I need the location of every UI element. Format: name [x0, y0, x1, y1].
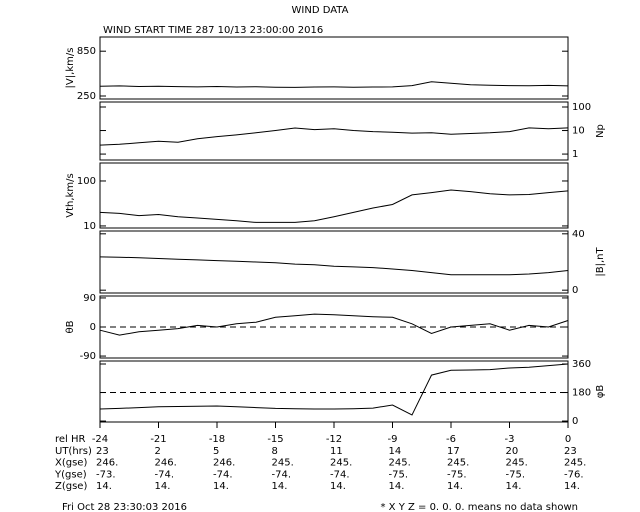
- table-cell: 245.: [330, 458, 352, 469]
- table-cell: 245.: [389, 458, 411, 469]
- table-cell: 14.: [506, 481, 522, 492]
- data-line: [99, 363, 569, 416]
- y-tick-label: 360: [572, 359, 591, 370]
- table-cell: 14.: [389, 481, 405, 492]
- panel-frame: [99, 360, 569, 423]
- y-tick-label: 180: [572, 388, 591, 399]
- table-cell: 246.: [155, 458, 177, 469]
- table-cell: -75.: [389, 469, 409, 480]
- table-cell: 17: [447, 446, 460, 457]
- y-tick-label: 1: [572, 149, 578, 160]
- table-cell: 5: [213, 446, 219, 457]
- table-cell: 11: [330, 446, 343, 457]
- y-tick-label: 10: [83, 221, 96, 232]
- x-tick-label: -9: [388, 434, 398, 445]
- panel-frame: [99, 162, 569, 229]
- y-tick-label: 100: [77, 176, 96, 187]
- table-cell: 245.: [447, 458, 469, 469]
- x-label: rel HR: [55, 434, 86, 445]
- row-label: UT(hrs): [55, 446, 92, 457]
- data-line: [99, 81, 569, 88]
- table-cell: 14.: [155, 481, 171, 492]
- table-cell: 14.: [564, 481, 580, 492]
- y-axis-label: Vth,km/s: [65, 173, 76, 217]
- table-cell: 14.: [447, 481, 463, 492]
- table-cell: 23: [96, 446, 109, 457]
- y-tick-label: 0: [90, 322, 96, 333]
- table-cell: -73.: [96, 469, 116, 480]
- panel-frame: [99, 230, 569, 294]
- table-cell: -74.: [272, 469, 292, 480]
- x-tick-label: -12: [326, 434, 342, 445]
- y-tick-label: 40: [572, 229, 585, 240]
- y-axis-label: |B|,nT: [595, 247, 606, 277]
- data-line: [99, 189, 569, 223]
- footer-left: Fri Oct 28 23:30:03 2016: [62, 502, 187, 512]
- table-cell: 246.: [96, 458, 118, 469]
- y-tick-label: 850: [77, 46, 96, 57]
- x-tick-label: -6: [446, 434, 456, 445]
- data-line: [99, 127, 569, 146]
- table-cell: -75.: [447, 469, 467, 480]
- table-cell: 23: [564, 446, 577, 457]
- y-tick-label: 250: [77, 91, 96, 102]
- data-line: [99, 313, 569, 336]
- table-cell: 20: [506, 446, 519, 457]
- y-tick-label: -90: [80, 351, 96, 362]
- table-cell: 14: [389, 446, 402, 457]
- y-axis-label: φB: [595, 385, 606, 399]
- table-cell: 8: [272, 446, 278, 457]
- y-tick-label: 0: [572, 285, 578, 296]
- row-label: X(gse): [55, 458, 87, 469]
- y-axis-label: θB: [65, 320, 76, 333]
- x-tick-label: -15: [267, 434, 283, 445]
- x-tick-label: -18: [209, 434, 225, 445]
- panel-frame: [99, 101, 569, 161]
- table-cell: 245.: [506, 458, 528, 469]
- table-cell: 245.: [564, 458, 586, 469]
- table-cell: -74.: [213, 469, 233, 480]
- y-tick-label: 100: [572, 102, 591, 113]
- row-label: Z(gse): [55, 481, 87, 492]
- panel-frame: [99, 36, 569, 100]
- y-tick-label: 10: [572, 126, 585, 137]
- data-line: [99, 256, 569, 276]
- title: WIND DATA: [292, 5, 349, 16]
- x-tick-label: -21: [150, 434, 166, 445]
- table-cell: 14.: [213, 481, 229, 492]
- y-tick-label: 90: [83, 293, 96, 304]
- x-tick-label: -24: [92, 434, 108, 445]
- table-cell: -76.: [564, 469, 584, 480]
- y-axis-label: Np: [595, 124, 606, 138]
- row-label: Y(gse): [54, 469, 87, 480]
- footer-right: * X Y Z = 0. 0. 0. means no data shown: [380, 502, 578, 512]
- x-tick-label: 0: [565, 434, 571, 445]
- table-cell: 14.: [96, 481, 112, 492]
- table-cell: -74.: [155, 469, 175, 480]
- table-cell: -75.: [506, 469, 526, 480]
- subtitle: WIND START TIME 287 10/13 23:00:00 2016: [103, 25, 323, 36]
- x-tick-label: -3: [505, 434, 515, 445]
- y-tick-label: 0: [572, 416, 578, 427]
- y-axis-label: |V|,km/s: [65, 48, 76, 89]
- table-cell: 14.: [330, 481, 346, 492]
- table-cell: -74.: [330, 469, 350, 480]
- table-cell: 2: [155, 446, 161, 457]
- table-cell: 14.: [272, 481, 288, 492]
- table-cell: 245.: [272, 458, 294, 469]
- table-cell: 246.: [213, 458, 235, 469]
